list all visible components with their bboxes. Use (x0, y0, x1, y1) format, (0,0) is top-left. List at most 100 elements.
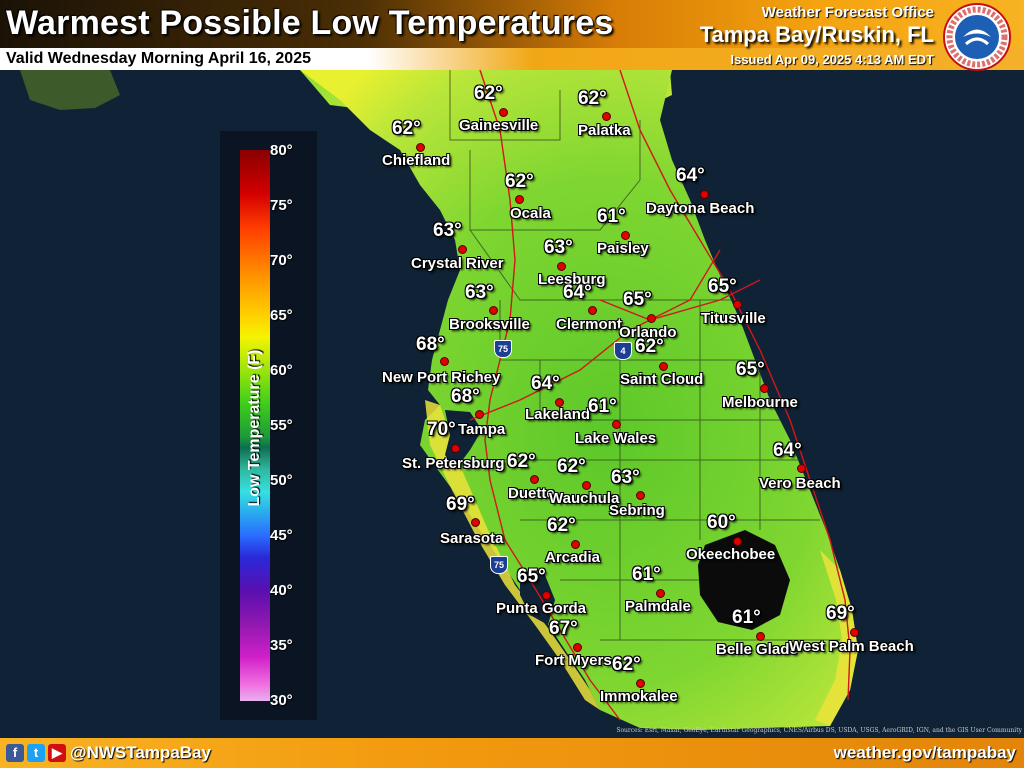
social-icons: f t ▶ (6, 744, 66, 762)
legend-tick: 35° (270, 637, 293, 654)
temp-lakewales: 61° (588, 396, 617, 417)
temp-ocala: 62° (505, 171, 534, 192)
temp-sebring: 63° (611, 467, 640, 488)
city-puntagorda: Punta Gorda (496, 600, 587, 617)
legend-tick: 45° (270, 527, 293, 544)
temp-titusville: 65° (708, 276, 737, 297)
office-label: Weather Forecast Office (761, 4, 934, 21)
legend-title: Low Temperature (F) (246, 349, 263, 507)
temp-palmdale: 61° (632, 564, 661, 585)
temp-sarasota: 69° (446, 494, 475, 515)
temp-westpalm: 69° (826, 603, 855, 624)
city-stpete: St. Petersburg (402, 455, 505, 472)
youtube-icon[interactable]: ▶ (48, 744, 66, 762)
city-arcadia: Arcadia (545, 549, 601, 566)
station-dot-tampa (475, 410, 484, 419)
county-lines (449, 70, 840, 641)
station-dot-lakewales (612, 420, 621, 429)
footer-bar (0, 738, 1024, 768)
interstate-75-shield-south: 75 (490, 556, 508, 574)
temp-duette: 62° (507, 451, 536, 472)
temp-chiefland: 62° (392, 118, 421, 139)
legend-tick: 70° (270, 252, 293, 269)
city-chiefland: Chiefland (382, 152, 451, 169)
station-dot-orlando (647, 314, 656, 323)
charlotte-harbor (520, 570, 555, 625)
temp-paisley: 61° (597, 206, 626, 227)
station-dot-wauchula (582, 481, 591, 490)
warm-fringe-west (425, 400, 600, 710)
station-dot-palmdale (656, 589, 665, 598)
city-lakeland: Lakeland (525, 406, 591, 423)
city-ocala: Ocala (510, 205, 551, 222)
valid-time: Valid Wednesday Morning April 16, 2025 (6, 50, 311, 67)
station-dot-clermont (588, 306, 597, 315)
map-attribution: Sources: Esri, Maxar, GeoEye, Earthstar … (616, 727, 1022, 734)
city-paisley: Paisley (597, 240, 649, 257)
office-name: Tampa Bay/Ruskin, FL (699, 22, 934, 47)
land-bigbend (20, 70, 120, 110)
twitter-icon[interactable]: t (27, 744, 45, 762)
city-sebring: Sebring (609, 502, 665, 519)
temp-lakeland: 64° (531, 373, 560, 394)
tampa-bay (445, 410, 482, 470)
station-dot-ocala (515, 195, 524, 204)
temp-okeechobee: 60° (707, 512, 736, 533)
temp-newportrichey: 68° (416, 334, 445, 355)
temp-palatka: 62° (578, 88, 607, 109)
city-palmdale: Palmdale (625, 598, 691, 615)
city-fortmyers: Fort Myers (535, 652, 612, 669)
station-dot-chiefland (416, 143, 425, 152)
station-dot-titusville (733, 300, 742, 309)
city-leesburg: Leesburg (538, 271, 606, 288)
highways (469, 69, 851, 721)
station-dot-palatka (602, 112, 611, 121)
city-titusville: Titusville (701, 310, 766, 327)
station-dot-puntagorda (542, 591, 551, 600)
city-sarasota: Sarasota (440, 530, 504, 547)
lake-okeechobee (698, 530, 790, 630)
nws-logo-icon (943, 3, 1011, 71)
legend-tick: 55° (270, 417, 293, 434)
city-okeechobee: Okeechobee (686, 546, 776, 563)
city-tampa: Tampa (458, 421, 506, 438)
temp-brooksville: 63° (465, 282, 494, 303)
temp-fortmyers: 67° (549, 618, 578, 639)
interstate-75-shield: 75 (494, 340, 512, 358)
station-dot-okeechobee (733, 537, 742, 546)
station-dot-duette (530, 475, 539, 484)
city-duette: Duette (508, 485, 555, 502)
legend-tick: 30° (270, 692, 293, 709)
station-dot-melbourne (760, 384, 769, 393)
temp-immokalee: 62° (612, 654, 641, 675)
temp-gainesville: 62° (474, 83, 503, 104)
header-bar (0, 0, 1024, 48)
city-palatka: Palatka (578, 122, 631, 139)
city-gainesville: Gainesville (459, 117, 539, 134)
temp-puntagorda: 65° (517, 566, 546, 587)
station-dot-daytona (700, 190, 709, 199)
station-dot-lakeland (555, 398, 564, 407)
temp-orlando: 65° (623, 289, 652, 310)
website-link[interactable]: weather.gov/tampabay (833, 743, 1016, 762)
city-saintcloud: Saint Cloud (620, 371, 704, 388)
interstate-4-shield: 4 (614, 342, 632, 360)
city-daytona: Daytona Beach (646, 200, 755, 217)
station-dot-westpalm (850, 628, 859, 637)
city-melbourne: Melbourne (722, 394, 798, 411)
warm-fringe-east (815, 550, 858, 726)
station-dot-paisley (621, 231, 630, 240)
city-westpalm: West Palm Beach (789, 638, 914, 655)
page-title: Warmest Possible Low Temperatures (6, 4, 614, 42)
temp-daytona: 64° (676, 165, 705, 186)
station-dot-stpete (451, 444, 460, 453)
station-dot-brooksville (489, 306, 498, 315)
social-handle[interactable]: @NWSTampaBay (70, 743, 211, 762)
legend-tick: 80° (270, 142, 293, 159)
legend-tick: 40° (270, 582, 293, 599)
facebook-icon[interactable]: f (6, 744, 24, 762)
city-newportrichey: New Port Richey (382, 369, 501, 386)
temp-leesburg: 63° (544, 237, 573, 258)
